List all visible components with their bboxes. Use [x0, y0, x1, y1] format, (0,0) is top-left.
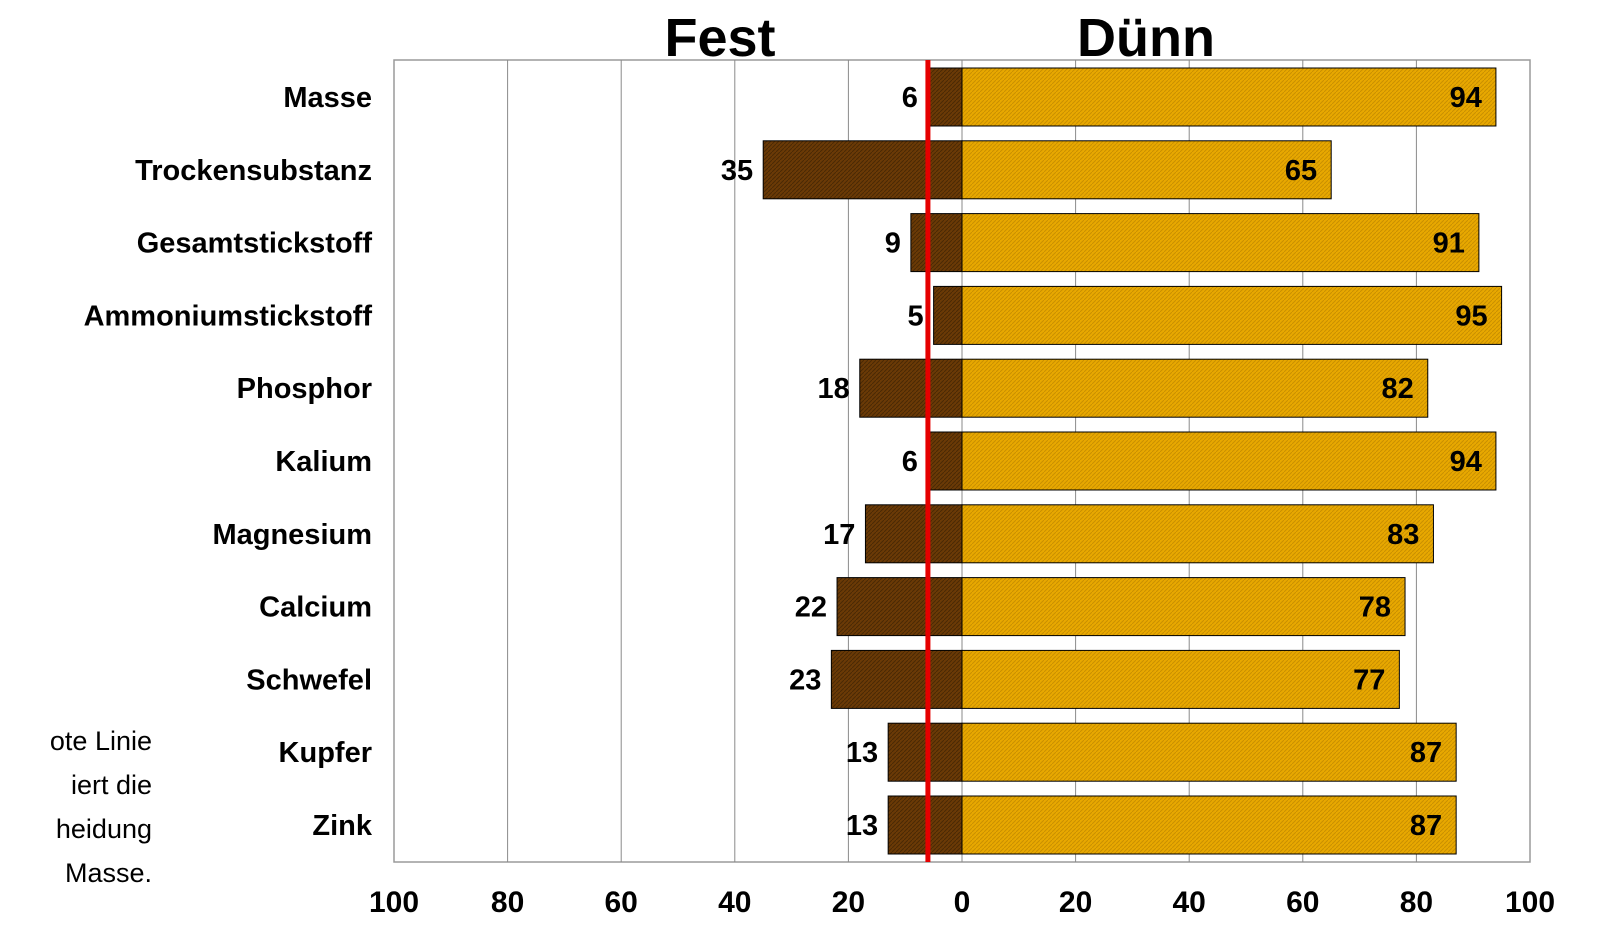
data-label-duenn: 82 [1381, 373, 1413, 405]
data-label-fest: 6 [902, 446, 918, 478]
bar-duenn [961, 504, 1434, 564]
note-line-3: heidung [55, 814, 152, 844]
data-label-fest: 23 [789, 664, 821, 696]
x-tick-label: 40 [718, 886, 751, 919]
bar-duenn [961, 795, 1457, 855]
bar-duenn [961, 358, 1429, 418]
note-line-1: ote Linie [49, 726, 152, 756]
left-title: Fest [664, 8, 775, 68]
category-label: Schwefel [246, 664, 372, 696]
data-label-fest: 35 [721, 155, 753, 187]
bar-duenn [961, 140, 1332, 200]
note-line-4: Masse. [64, 858, 152, 888]
x-tick-label: 60 [1286, 886, 1319, 919]
note: ote Linie iert die heidung Masse. [0, 722, 170, 922]
bar-duenn [961, 649, 1400, 709]
data-label-duenn: 91 [1433, 228, 1465, 260]
bar-fest [859, 358, 963, 418]
data-label-duenn: 94 [1450, 82, 1482, 114]
x-tick-label: 20 [1059, 886, 1092, 919]
data-label-duenn: 87 [1410, 737, 1442, 769]
category-label: Phosphor [237, 373, 372, 405]
x-tick-label: 0 [954, 886, 971, 919]
labels: 100 80 60 40 20 0 20 40 60 80 100 Masse 6 94 Trockensu… [84, 82, 1555, 919]
category-label: Trockensubstanz [135, 155, 372, 187]
data-label-fest: 9 [885, 228, 901, 260]
category-label: Zink [312, 810, 372, 842]
bar-duenn [961, 431, 1497, 491]
bar-fest [927, 67, 963, 127]
data-label-duenn: 77 [1353, 664, 1385, 696]
x-tick-label: 40 [1173, 886, 1206, 919]
bar-duenn [961, 285, 1503, 345]
category-label: Ammoniumstickstoff [84, 300, 373, 332]
x-tick-label: 80 [491, 886, 524, 919]
bar-fest [836, 577, 963, 637]
x-tick-label: 80 [1400, 886, 1433, 919]
x-tick-label: 100 [369, 886, 419, 919]
data-label-fest: 6 [902, 82, 918, 114]
bar-fest [910, 213, 963, 273]
bar-fest [927, 431, 963, 491]
category-label: Kupfer [279, 737, 372, 769]
bar-duenn [961, 67, 1497, 127]
bar-duenn [961, 577, 1406, 637]
data-label-duenn: 83 [1387, 519, 1419, 551]
category-label: Gesamtstickstoff [137, 228, 373, 260]
data-label-fest: 22 [795, 592, 827, 624]
bar-fest [864, 504, 963, 564]
category-label: Calcium [259, 592, 372, 624]
bar-fest [887, 795, 963, 855]
data-label-duenn: 95 [1455, 300, 1487, 332]
data-label-duenn: 78 [1359, 592, 1391, 624]
data-label-fest: 13 [846, 810, 878, 842]
category-label: Kalium [275, 446, 372, 478]
bars [762, 60, 1503, 862]
data-label-fest: 13 [846, 737, 878, 769]
x-tick-label: 100 [1505, 886, 1555, 919]
data-label-duenn: 87 [1410, 810, 1442, 842]
data-label-fest: 18 [817, 373, 849, 405]
note-line-2: iert die [70, 770, 152, 800]
bar-fest [933, 285, 963, 345]
bar-fest [830, 649, 963, 709]
x-tick-label: 20 [832, 886, 865, 919]
data-label-fest: 17 [823, 519, 855, 551]
data-label-duenn: 65 [1285, 155, 1317, 187]
category-label: Masse [283, 82, 372, 114]
data-label-duenn: 94 [1450, 446, 1482, 478]
bar-duenn [961, 722, 1457, 782]
bar-fest [887, 722, 963, 782]
bar-fest [762, 140, 963, 200]
data-label-fest: 5 [907, 300, 923, 332]
category-label: Magnesium [212, 519, 372, 551]
x-tick-label: 60 [605, 886, 638, 919]
right-title: Dünn [1077, 8, 1215, 68]
bar-duenn [961, 213, 1480, 273]
